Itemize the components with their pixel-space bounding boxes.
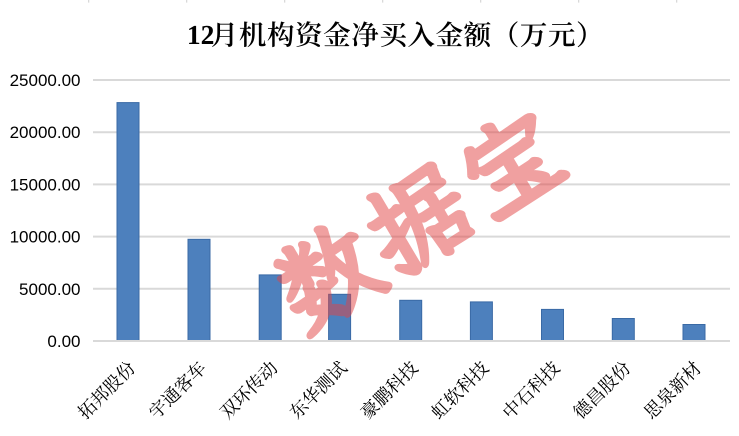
svg-text:5000.00: 5000.00: [19, 280, 80, 299]
svg-text:20000.00: 20000.00: [10, 123, 81, 142]
svg-text:15000.00: 15000.00: [10, 175, 81, 194]
svg-text:25000.00: 25000.00: [10, 71, 81, 90]
svg-text:0.00: 0.00: [47, 332, 80, 351]
svg-text:10000.00: 10000.00: [10, 228, 81, 247]
